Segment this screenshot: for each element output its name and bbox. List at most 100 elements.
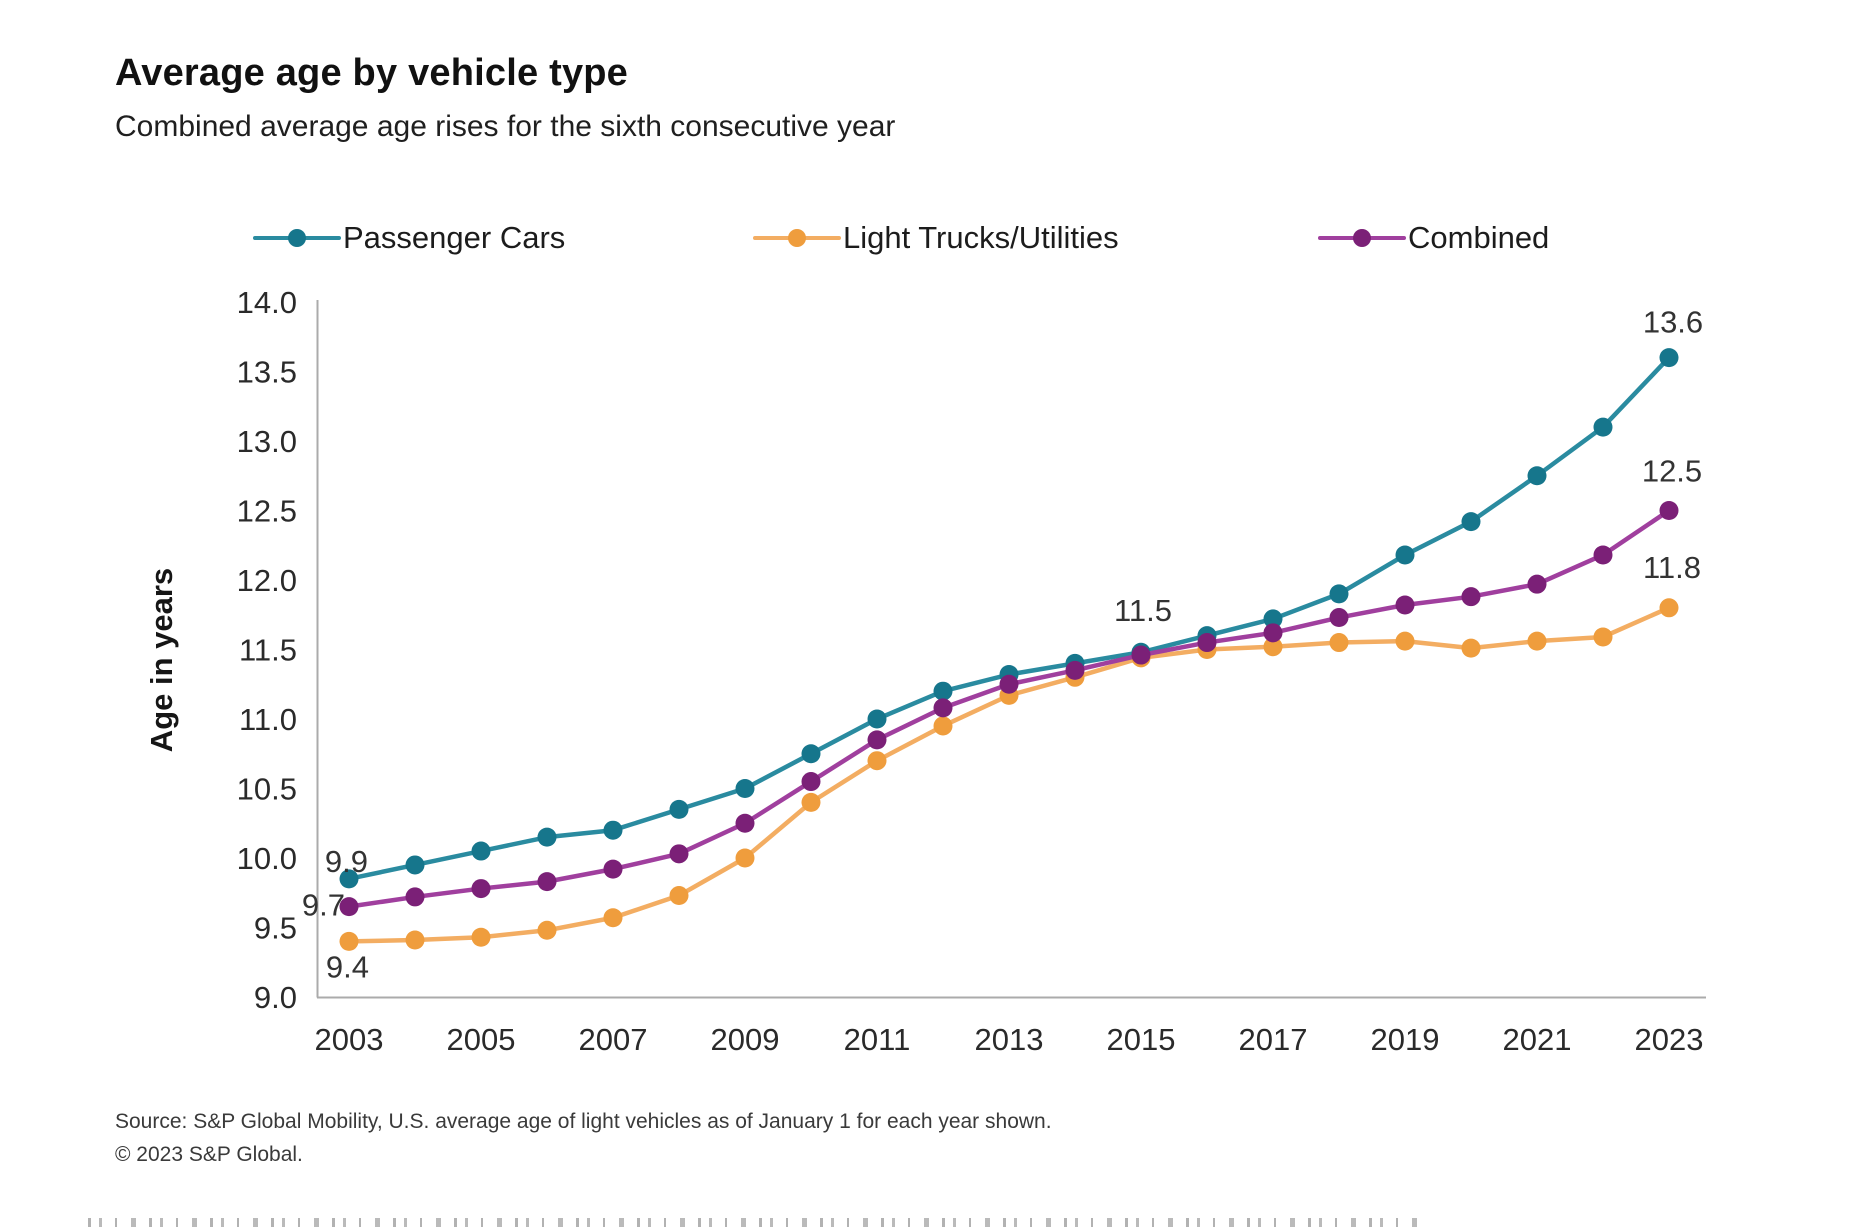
data-point (1197, 633, 1217, 653)
data-point (471, 879, 491, 899)
y-tick-label: 9.0 (254, 980, 297, 1015)
series-line-passenger-cars (346, 355, 1672, 882)
data-label: 13.6 (1643, 305, 1703, 340)
data-point (537, 872, 557, 892)
data-point (1527, 466, 1547, 486)
data-label: 12.5 (1642, 454, 1702, 489)
data-point (1659, 348, 1679, 368)
data-label: 9.9 (325, 844, 368, 879)
x-tick-label: 2007 (579, 1022, 648, 1057)
y-tick-label: 11.0 (239, 702, 297, 737)
data-point (1659, 501, 1679, 520)
data-point (1395, 545, 1415, 565)
data-point (867, 730, 887, 750)
data-point (1527, 574, 1547, 594)
y-tick-label: 10.0 (237, 841, 297, 876)
data-point (1461, 587, 1481, 607)
x-tick-label: 2005 (447, 1022, 516, 1057)
chart-title: Average age by vehicle type (115, 52, 629, 94)
data-point (603, 820, 623, 840)
legend-item-combined: Combined (1318, 218, 1549, 258)
data-point (537, 920, 557, 940)
data-point (1065, 660, 1085, 680)
legend-label-combined: Combined (1408, 220, 1550, 255)
data-point (1395, 595, 1415, 615)
y-tick-label: 12.5 (237, 494, 297, 529)
y-tick-label: 13.5 (237, 355, 297, 390)
data-point (1593, 417, 1613, 437)
data-point (1395, 631, 1415, 651)
y-tick-label: 14.0 (237, 285, 297, 320)
data-point (735, 813, 755, 833)
legend-dot-icon (788, 229, 806, 247)
data-point (1461, 512, 1481, 532)
data-point (669, 799, 689, 819)
x-tick-label: 2017 (1239, 1022, 1308, 1057)
series-line-light-trucks-utilities (346, 605, 1672, 944)
y-tick-label: 10.5 (237, 772, 297, 807)
x-tick-label: 2009 (711, 1022, 780, 1057)
y-axis-title: Age in years (144, 568, 179, 752)
data-label: 9.7 (302, 888, 345, 923)
y-tick-label: 12.0 (237, 563, 297, 598)
data-point (735, 848, 755, 868)
data-point (1593, 545, 1613, 565)
y-tick-label: 9.5 (254, 911, 297, 946)
data-point (801, 772, 821, 792)
y-tick-label: 13.0 (237, 424, 297, 459)
data-point (1461, 638, 1481, 658)
legend-dot-icon (288, 229, 306, 247)
data-point (1659, 598, 1679, 618)
data-point (1263, 637, 1283, 657)
data-point (1329, 633, 1349, 653)
data-point (669, 844, 689, 864)
data-label: 11.8 (1643, 550, 1701, 585)
data-point (339, 869, 359, 889)
chart-subtitle: Combined average age rises for the sixth… (115, 110, 896, 143)
data-point (1329, 584, 1349, 604)
data-label: 11.5 (1114, 593, 1172, 628)
legend-marker-passenger-cars-icon (253, 228, 341, 248)
data-point (735, 779, 755, 798)
legend-dot-icon (1353, 229, 1371, 247)
chart-legend: Passenger Cars Light Trucks/Utilities Co… (0, 218, 1870, 262)
x-tick-label: 2003 (315, 1022, 384, 1057)
x-tick-label: 2013 (975, 1022, 1044, 1057)
data-point (1131, 645, 1151, 665)
legend-item-light-trucks: Light Trucks/Utilities (753, 218, 1119, 258)
data-point (471, 927, 491, 947)
data-point (405, 930, 425, 950)
data-point (603, 908, 623, 928)
series-line-combined (346, 508, 1672, 909)
source-text: Source: S&P Global Mobility, U.S. averag… (115, 1110, 1052, 1133)
data-point (405, 855, 425, 875)
data-label: 9.4 (326, 949, 369, 984)
x-tick-label: 2015 (1107, 1022, 1176, 1057)
data-point (1263, 609, 1283, 629)
data-point (801, 744, 821, 764)
data-point (1329, 608, 1349, 628)
data-point (1593, 627, 1613, 647)
data-point (339, 931, 359, 951)
data-point (867, 751, 887, 771)
legend-label-light-trucks: Light Trucks/Utilities (843, 220, 1119, 255)
data-point (1527, 631, 1547, 651)
cropped-bottom-text (88, 1218, 1428, 1227)
data-point (405, 887, 425, 907)
data-point (933, 716, 953, 736)
data-point (669, 886, 689, 906)
data-point (933, 681, 953, 701)
data-point (339, 897, 359, 917)
data-point (471, 841, 491, 861)
x-tick-label: 2019 (1371, 1022, 1440, 1057)
legend-marker-combined-icon (1318, 228, 1406, 248)
y-tick-label: 11.5 (239, 633, 297, 668)
x-tick-label: 2023 (1635, 1022, 1704, 1057)
data-point (603, 859, 623, 879)
data-point (867, 709, 887, 729)
x-tick-label: 2021 (1503, 1022, 1572, 1057)
copyright-text: © 2023 S&P Global. (115, 1143, 303, 1166)
legend-label-passenger-cars: Passenger Cars (343, 220, 566, 255)
